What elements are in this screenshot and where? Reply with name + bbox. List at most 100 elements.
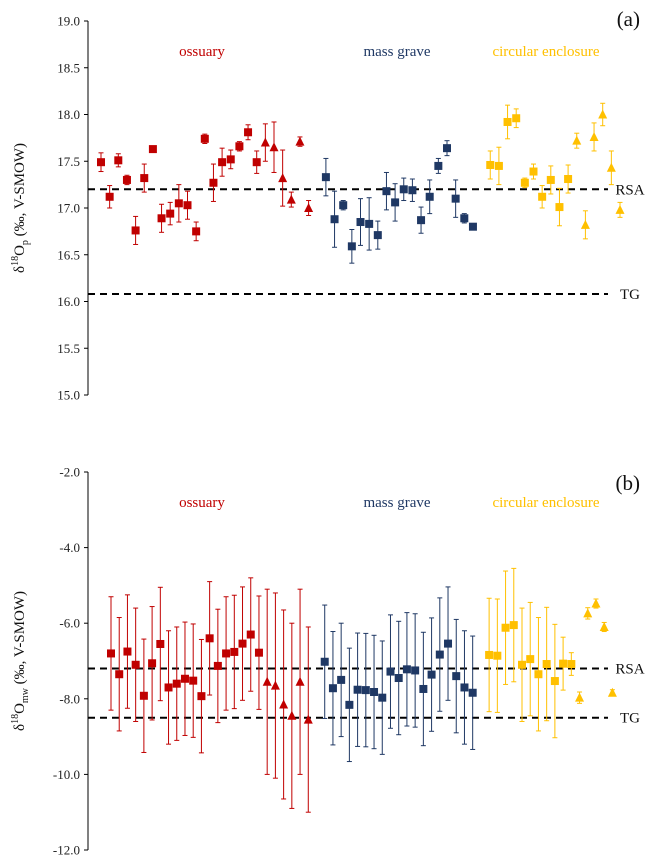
y-axis-label: δ18Op (‰, V-SMOW) [10,143,31,273]
data-point-square [518,660,526,669]
data-point-square [222,649,231,658]
data-point-square [361,686,370,695]
data-point-square [123,647,132,656]
data-point-square [460,683,469,692]
data-point-square [538,192,547,201]
data-point-square [172,679,181,688]
group-label-ossuary: ossuary [179,44,225,60]
data-point-triangle [269,142,279,152]
data-point-triangle [598,109,608,119]
data-point-square [345,700,354,709]
data-point-square [378,693,387,702]
data-point-square [444,639,453,648]
data-point-square [382,187,391,196]
y-tick-label: 17.5 [57,154,80,169]
y-axis-label: δ18Omw (‰, V-SMOW) [10,591,31,731]
data-point-square [337,675,346,684]
chart-panel-a: 15.0 15.5 16.0 16.5 17.0 17.5 18.0 18.5 19.0 δ18O… [10,7,645,403]
data-point-square [164,683,173,692]
data-point-square [373,231,382,240]
data-point-square [139,691,148,700]
data-point-square [209,178,218,187]
data-point-square [370,687,379,696]
y-tick-label: 16.0 [57,294,80,309]
data-point-triangle [278,173,288,183]
data-point-square [425,192,434,201]
data-point-square [365,219,374,228]
y-tick-label: 17.0 [57,201,80,216]
panel-label: (b) [616,471,641,495]
data-point-square [321,173,330,182]
data-point-square [555,203,564,212]
y-tick-label: 19.0 [57,14,80,29]
data-point-square [503,117,512,126]
data-point-square [148,145,157,154]
data-point-triangle [262,676,272,686]
data-point-square [353,685,362,694]
data-point-square [254,648,263,657]
data-point-square [419,684,428,693]
data-point-square [501,623,510,632]
data-point-triangle [279,699,289,709]
data-point-triangle [575,692,585,702]
data-point-triangle [270,680,280,690]
data-point-square [320,657,329,666]
data-point-square [330,215,339,224]
data-point-square [542,660,551,669]
group-label-circular-enclosure: circular enclosure [492,44,599,60]
data-point-square [192,227,201,236]
data-point-square [559,659,568,668]
data-point-square [529,167,538,176]
data-point-square [567,660,576,669]
reference-label-rsa: RSA [615,182,644,198]
data-point-square [114,156,123,165]
data-point-triangle [304,203,314,212]
data-point-square [246,630,255,639]
y-tick-label: -10.0 [53,767,80,782]
y-tick-label: -6.0 [59,616,80,631]
data-point-square [435,650,444,659]
data-point-square [105,192,114,201]
data-point-square [174,199,183,208]
data-point-triangle [580,219,590,229]
data-point-square [443,144,451,153]
data-point-square [213,661,222,670]
data-point-triangle [583,608,593,618]
data-point-square [356,218,365,227]
data-point-square [218,158,227,167]
data-point-triangle [607,687,617,697]
data-point-square [493,651,502,660]
data-point-square [183,201,192,210]
data-point-triangle [591,598,601,608]
group-label-mass-grave: mass grave [363,495,430,511]
data-point-square [107,649,115,658]
data-point-square [140,174,149,183]
y-tick-label: -4.0 [59,540,80,555]
data-point-square [157,214,166,223]
data-point-square [131,660,140,669]
y-tick-label: 15.0 [57,388,80,403]
data-point-square [411,666,420,675]
data-point-square [205,634,214,643]
data-point-square [97,158,105,167]
y-tick-label: 15.5 [57,341,80,356]
data-point-square [460,214,469,223]
data-point-square [534,670,543,679]
data-point-square [417,216,426,225]
data-point-square [509,621,518,630]
data-point-square [546,175,555,184]
data-point-square [200,134,209,143]
data-point-square [166,209,175,218]
data-point-triangle [295,136,305,146]
data-point-square [485,650,494,659]
data-point-square [512,114,521,123]
y-tick-label: 16.5 [57,247,80,262]
y-tick-label: 18.0 [57,107,80,122]
data-point-triangle [303,714,313,724]
data-point-triangle [599,621,609,631]
y-tick-label: 18.5 [57,60,80,75]
data-point-square [494,161,503,170]
panel-label: (a) [617,7,640,31]
data-point-square [468,222,477,231]
